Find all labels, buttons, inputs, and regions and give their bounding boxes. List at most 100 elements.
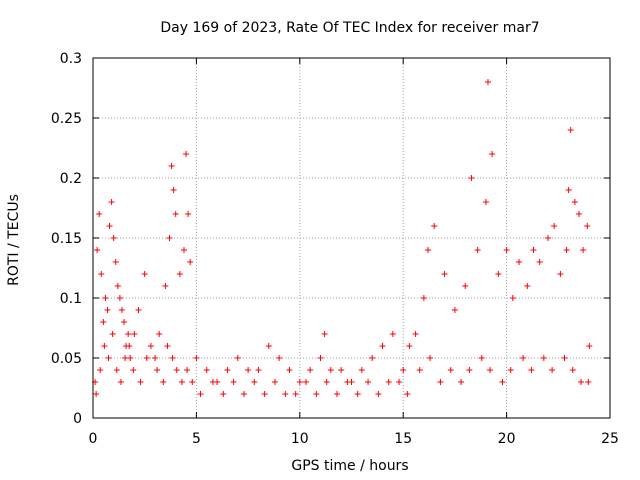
- data-point: [327, 367, 334, 373]
- data-point: [108, 199, 115, 205]
- data-point: [317, 355, 324, 361]
- data-point: [578, 379, 585, 385]
- data-point: [265, 343, 272, 349]
- data-point: [261, 391, 268, 397]
- data-point: [93, 391, 100, 397]
- data-point: [286, 367, 293, 373]
- data-point: [520, 355, 527, 361]
- data-point: [180, 247, 187, 253]
- data-point: [230, 379, 237, 385]
- data-point: [420, 295, 427, 301]
- data-point: [178, 379, 185, 385]
- data-point: [313, 391, 320, 397]
- data-point: [116, 295, 123, 301]
- x-axis-label: GPS time / hours: [291, 458, 408, 474]
- data-point: [189, 379, 196, 385]
- data-point: [106, 223, 113, 229]
- data-point: [427, 355, 434, 361]
- data-point: [375, 391, 382, 397]
- data-point: [536, 259, 543, 265]
- data-point: [185, 211, 192, 217]
- data-point: [437, 379, 444, 385]
- data-point: [282, 391, 289, 397]
- data-point: [220, 391, 227, 397]
- data-point: [162, 283, 169, 289]
- data-point: [292, 391, 299, 397]
- data-point: [126, 343, 133, 349]
- data-point: [431, 223, 438, 229]
- data-points: [92, 79, 593, 397]
- data-point: [425, 247, 432, 253]
- data-point: [170, 187, 177, 193]
- data-point: [156, 331, 163, 337]
- data-point: [484, 79, 491, 85]
- data-point: [385, 379, 392, 385]
- data-point: [137, 379, 144, 385]
- data-point: [147, 343, 154, 349]
- data-point: [184, 367, 191, 373]
- data-point: [462, 283, 469, 289]
- data-point: [406, 343, 413, 349]
- data-point: [255, 367, 262, 373]
- data-point: [549, 367, 556, 373]
- data-point: [499, 379, 506, 385]
- data-point: [118, 307, 125, 313]
- data-point: [154, 367, 161, 373]
- data-point: [135, 307, 142, 313]
- data-point: [495, 271, 502, 277]
- y-axis-label: ROTI / TECUs: [6, 194, 22, 286]
- data-point: [131, 331, 138, 337]
- data-point: [96, 211, 103, 217]
- data-point: [143, 355, 150, 361]
- data-point: [112, 259, 119, 265]
- data-point: [344, 379, 351, 385]
- data-point: [482, 199, 489, 205]
- data-point: [169, 355, 176, 361]
- data-point: [102, 295, 109, 301]
- data-point: [209, 379, 216, 385]
- data-point: [416, 367, 423, 373]
- data-point: [563, 247, 570, 253]
- data-point: [193, 355, 200, 361]
- data-point: [412, 331, 419, 337]
- data-point: [575, 211, 582, 217]
- data-point: [160, 379, 167, 385]
- data-point: [296, 379, 303, 385]
- y-tick-label: 0.15: [51, 231, 82, 247]
- data-point: [97, 367, 104, 373]
- data-point: [168, 163, 175, 169]
- x-tick-label: 25: [601, 431, 619, 447]
- data-point: [109, 331, 116, 337]
- data-point: [528, 367, 535, 373]
- data-point: [197, 391, 204, 397]
- data-point: [503, 247, 510, 253]
- data-point: [509, 295, 516, 301]
- data-point: [516, 259, 523, 265]
- data-point: [565, 187, 572, 193]
- data-point: [251, 379, 258, 385]
- data-point: [586, 343, 593, 349]
- data-point: [224, 367, 231, 373]
- data-point: [379, 343, 386, 349]
- grid: [93, 58, 610, 418]
- data-point: [172, 211, 179, 217]
- data-point: [105, 355, 112, 361]
- data-point: [487, 367, 494, 373]
- chart-title: Day 169 of 2023, Rate Of TEC Index for r…: [160, 20, 539, 36]
- data-point: [466, 367, 473, 373]
- data-point: [369, 355, 376, 361]
- data-point: [141, 271, 148, 277]
- y-tick-label: 0.2: [60, 171, 82, 187]
- data-point: [321, 331, 328, 337]
- data-point: [166, 235, 173, 241]
- data-point: [584, 223, 591, 229]
- data-point: [94, 247, 101, 253]
- data-point: [113, 367, 120, 373]
- data-point: [334, 391, 341, 397]
- data-point: [187, 259, 194, 265]
- data-point: [276, 355, 283, 361]
- x-tick-label: 15: [394, 431, 412, 447]
- x-tick-label: 0: [89, 431, 98, 447]
- y-tick-label: 0.1: [60, 291, 82, 307]
